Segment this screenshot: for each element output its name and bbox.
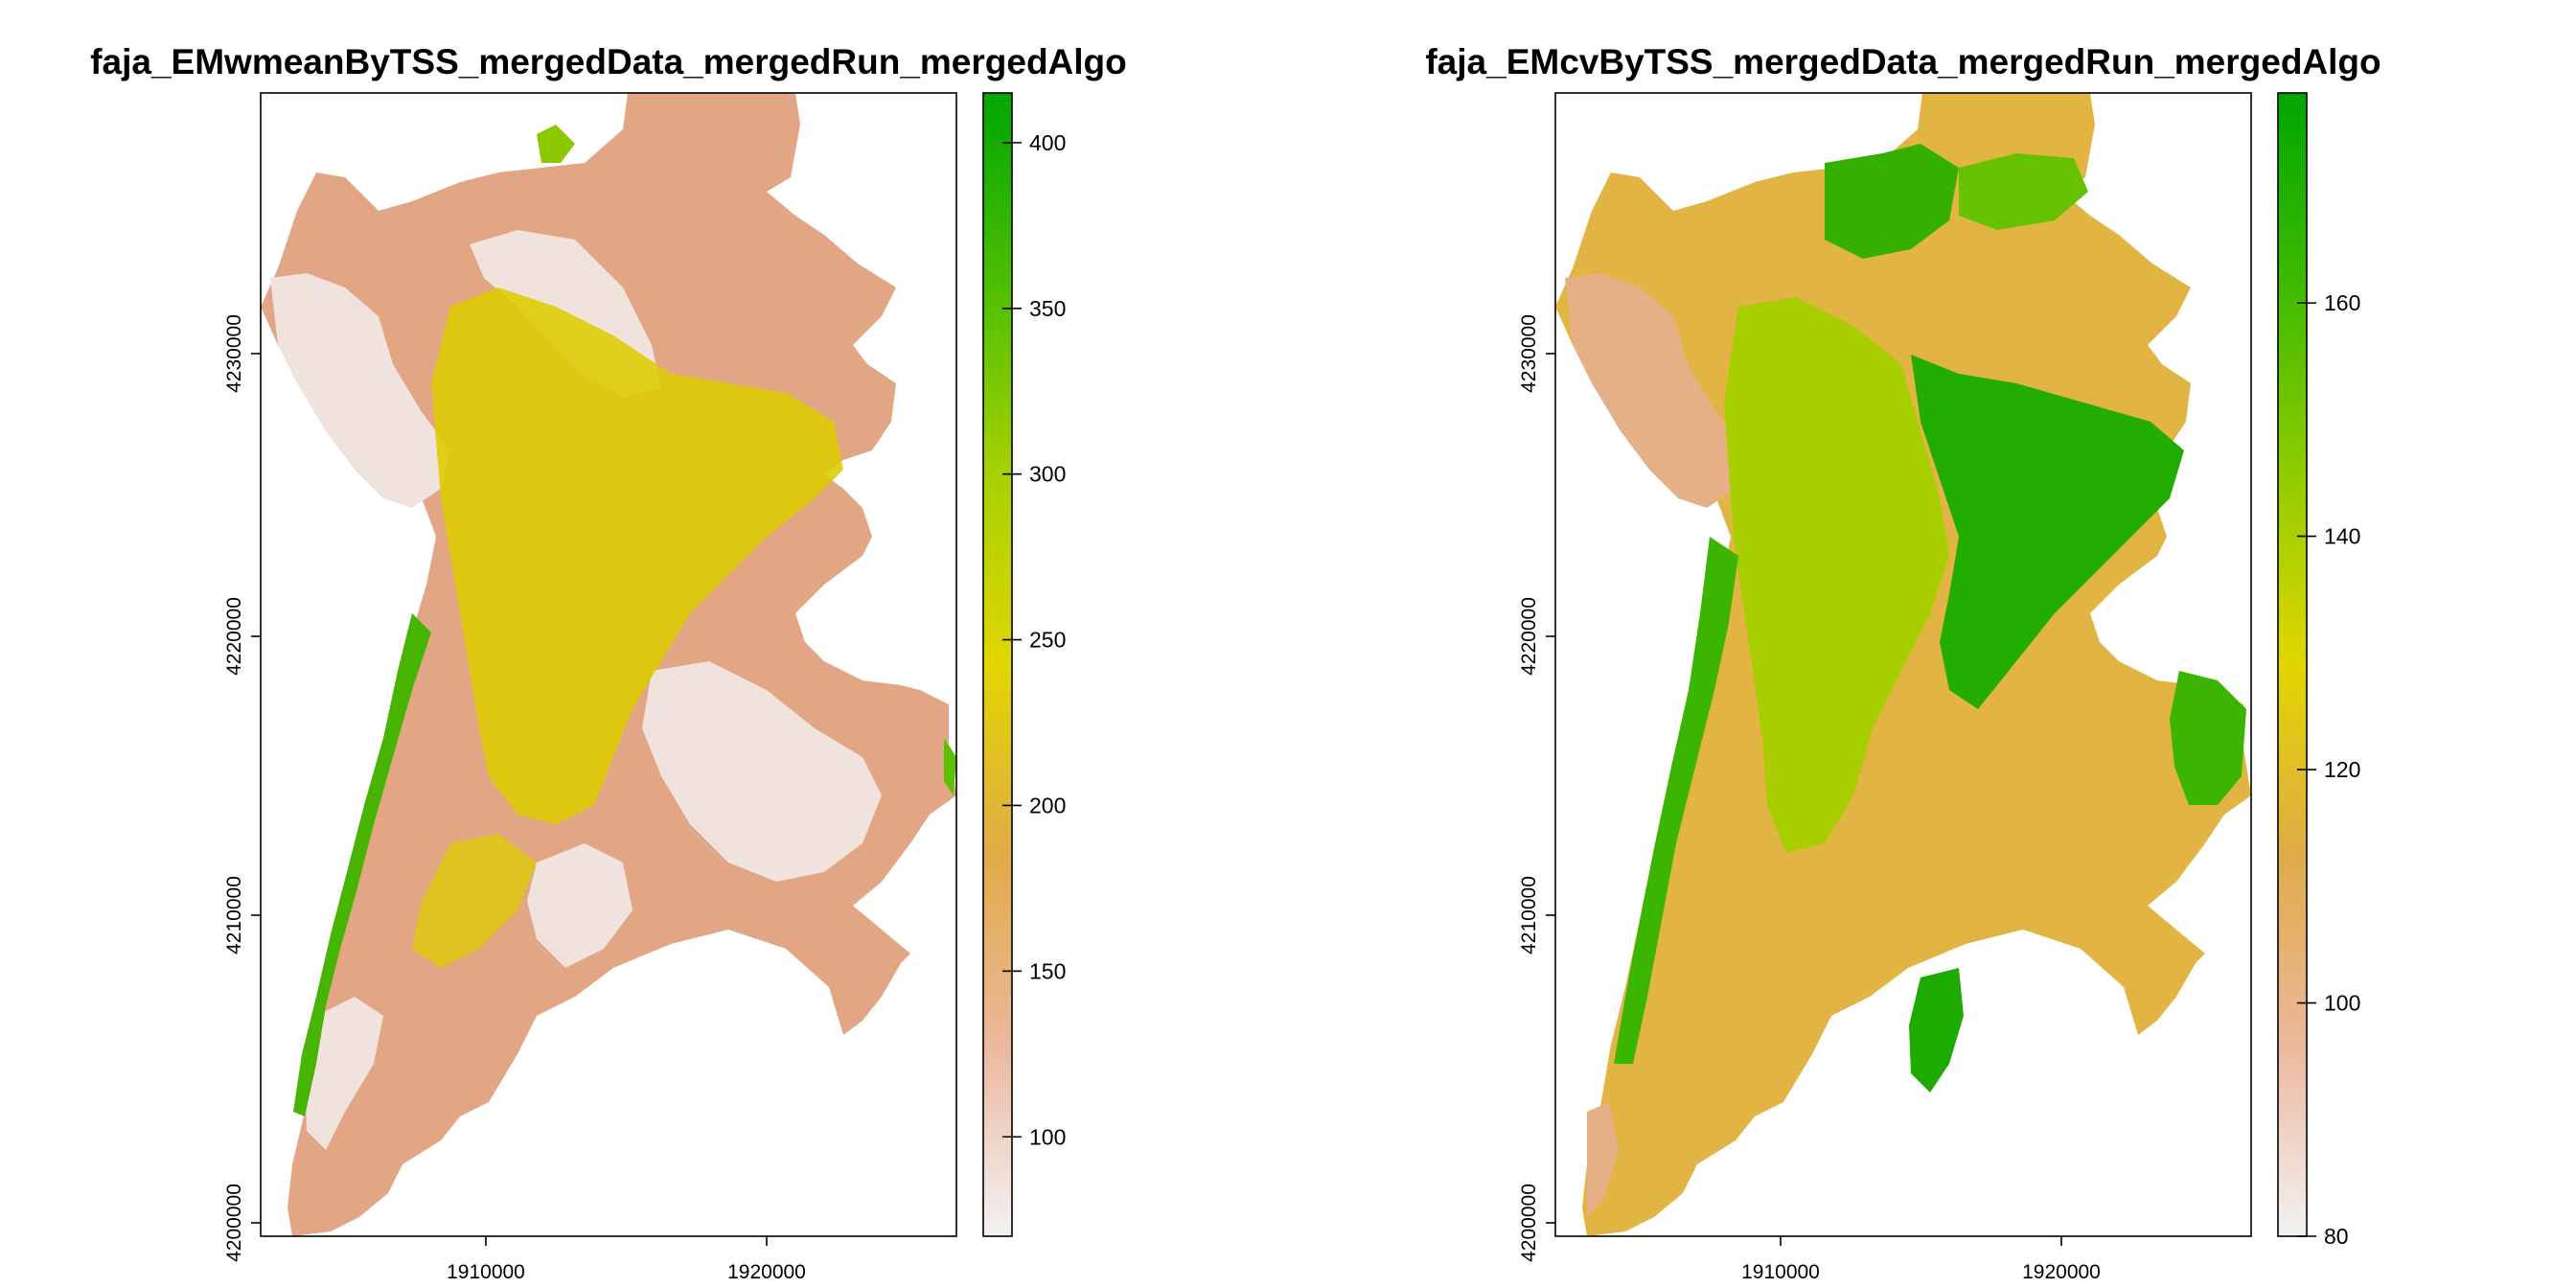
y-axis: 4200000 4210000 4220000 4230000 — [223, 314, 261, 1262]
x-tick: 1920000 — [727, 1236, 806, 1283]
map-raster — [1555, 93, 2251, 1236]
panel-cv: faja_EMcvByTSS_mergedData_mergedRun_merg… — [1288, 0, 2576, 1288]
legend-color-bar — [983, 93, 1012, 1236]
panel-wmean: faja_EMwmeanByTSS_mergedData_mergedRun_m… — [90, 42, 1127, 1283]
y-tick-label: 4220000 — [1518, 597, 1540, 676]
x-tick: 1910000 — [1741, 1236, 1820, 1283]
legend-tick-label: 80 — [2324, 1224, 2349, 1249]
x-tick-label: 1920000 — [2022, 1261, 2101, 1283]
legend-tick-label: 160 — [2324, 290, 2360, 315]
legend-tick-label: 120 — [2324, 757, 2360, 782]
region-light-center — [527, 843, 632, 968]
color-legend: 100 150 200 250 300 350 400 — [982, 92, 1066, 1237]
x-tick-label: 1910000 — [1741, 1261, 1820, 1283]
region-orange-west — [1565, 273, 1745, 508]
y-tick-label: 4230000 — [223, 314, 245, 393]
map-title: faja_EMcvByTSS_mergedData_mergedRun_merg… — [1425, 42, 2380, 81]
region-green-northeast — [1959, 153, 2088, 230]
legend-ticks: 80 100 120 140 160 — [2297, 290, 2360, 1249]
x-tick: 1920000 — [2022, 1236, 2101, 1283]
region-yellow-south — [412, 834, 537, 968]
x-tick: 1910000 — [447, 1236, 525, 1283]
legend-tick-label: 150 — [1029, 958, 1066, 983]
map-title: faja_EMwmeanByTSS_mergedData_mergedRun_m… — [90, 42, 1127, 81]
legend-color-bar — [2278, 93, 2307, 1236]
y-tick: 4200000 — [1518, 1184, 1555, 1262]
legend-tick-label: 250 — [1029, 628, 1066, 653]
region-green-east — [944, 738, 956, 795]
y-tick-label: 4210000 — [223, 876, 245, 954]
y-tick-label: 4200000 — [1518, 1184, 1540, 1262]
y-tick: 4210000 — [223, 876, 261, 954]
map-cv-svg: faja_EMcvByTSS_mergedData_mergedRun_merg… — [1425, 42, 2380, 1283]
y-tick: 4220000 — [1518, 597, 1555, 676]
x-tick-label: 1920000 — [727, 1261, 806, 1283]
region-green-southeast — [2170, 671, 2246, 805]
region-green-north — [537, 125, 575, 163]
x-axis: 1910000 1920000 — [1741, 1236, 2101, 1283]
region-orange-southwest — [1587, 1102, 1619, 1217]
legend-tick-label: 200 — [1029, 793, 1066, 817]
region-yellowgreen-center — [1724, 297, 1949, 853]
legend-tick-label: 140 — [2324, 524, 2360, 549]
map-wmean-svg: faja_EMwmeanByTSS_mergedData_mergedRun_m… — [90, 42, 1127, 1283]
y-axis: 4200000 4210000 4220000 4230000 — [1518, 314, 1555, 1262]
legend-frame — [2277, 92, 2308, 1237]
y-tick-label: 4220000 — [223, 597, 245, 676]
legend-frame — [982, 92, 1013, 1237]
region-green-north — [1825, 144, 1959, 259]
legend-tick-label: 400 — [1029, 130, 1066, 155]
y-tick-label: 4210000 — [1518, 876, 1540, 954]
legend-tick-label: 350 — [1029, 296, 1066, 321]
region-green-core — [1911, 355, 2184, 709]
legend-ticks: 100 150 200 250 300 350 400 — [1002, 130, 1066, 1149]
region-green-west-strip — [1614, 537, 1738, 1064]
y-tick: 4210000 — [1518, 876, 1555, 954]
map-frame — [1554, 92, 2252, 1237]
y-tick: 4200000 — [223, 1184, 261, 1262]
y-tick-label: 4200000 — [223, 1184, 245, 1262]
region-green-west-edge — [293, 613, 431, 1116]
map-raster — [261, 93, 956, 1236]
y-tick-label: 4230000 — [1518, 314, 1540, 393]
map-frame — [260, 92, 957, 1237]
region-light-southwest — [305, 997, 383, 1150]
color-legend: 80 100 120 140 160 — [2277, 92, 2360, 1249]
legend-tick-label: 100 — [2324, 991, 2360, 1016]
y-tick: 4230000 — [1518, 314, 1555, 393]
region-green-south — [1909, 968, 1964, 1092]
region-light-south — [642, 661, 882, 882]
legend-tick-label: 100 — [1029, 1124, 1066, 1149]
x-axis: 1910000 1920000 — [447, 1236, 806, 1283]
region-light-west — [270, 273, 450, 508]
y-tick: 4220000 — [223, 597, 261, 676]
y-tick: 4230000 — [223, 314, 261, 393]
region-yellow-core — [431, 288, 843, 824]
legend-tick-label: 300 — [1029, 462, 1066, 487]
x-tick-label: 1910000 — [447, 1261, 525, 1283]
